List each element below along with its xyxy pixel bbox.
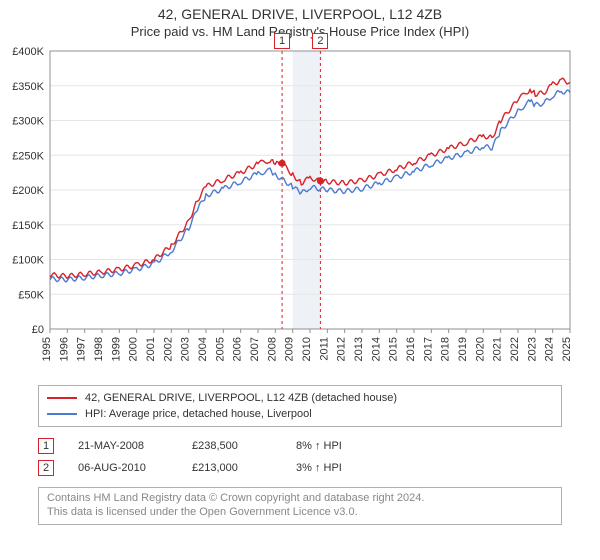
svg-text:2023: 2023	[526, 337, 538, 361]
sale-date: 06-AUG-2010	[78, 462, 168, 474]
svg-text:2014: 2014	[370, 337, 382, 361]
svg-text:£200K: £200K	[12, 185, 44, 197]
svg-text:2002: 2002	[162, 337, 174, 361]
svg-text:2021: 2021	[492, 337, 504, 361]
svg-text:1998: 1998	[93, 337, 105, 361]
svg-text:2001: 2001	[145, 337, 157, 361]
svg-text:1999: 1999	[110, 337, 122, 361]
svg-text:2006: 2006	[232, 337, 244, 361]
footer-line1: Contains HM Land Registry data © Crown c…	[47, 492, 553, 506]
svg-text:2019: 2019	[457, 337, 469, 361]
sale-price: £213,000	[192, 462, 272, 474]
svg-text:2012: 2012	[336, 337, 348, 361]
svg-text:£100K: £100K	[12, 255, 44, 267]
svg-text:£350K: £350K	[12, 81, 44, 93]
svg-text:£150K: £150K	[12, 220, 44, 232]
sale-marker-label: 1	[43, 440, 49, 452]
legend-row: HPI: Average price, detached house, Live…	[47, 406, 553, 422]
sale-price: £238,500	[192, 440, 272, 452]
svg-text:2000: 2000	[128, 337, 140, 361]
svg-text:2015: 2015	[388, 337, 400, 361]
svg-text:£50K: £50K	[18, 289, 44, 301]
svg-text:2009: 2009	[284, 337, 296, 361]
svg-text:2008: 2008	[266, 337, 278, 361]
svg-text:2025: 2025	[561, 337, 573, 361]
sale-row: 1 21-MAY-2008 £238,500 8% ↑ HPI	[38, 435, 562, 457]
svg-text:2020: 2020	[474, 337, 486, 361]
svg-text:1997: 1997	[76, 337, 88, 361]
chart: £0 £50K £100K £150K £200K £250K £300K £350K £400…	[0, 39, 600, 379]
sale-marker-icon: 2	[38, 460, 54, 476]
svg-text:2017: 2017	[422, 337, 434, 361]
svg-text:2005: 2005	[214, 337, 226, 361]
svg-text:2007: 2007	[249, 337, 261, 361]
chart-marker-icon: 2	[312, 33, 328, 49]
footer-line2: This data is licensed under the Open Gov…	[47, 506, 553, 520]
svg-text:2004: 2004	[197, 337, 209, 361]
legend-swatch	[47, 413, 77, 415]
svg-text:2010: 2010	[301, 337, 313, 361]
svg-text:2022: 2022	[509, 337, 521, 361]
svg-text:2003: 2003	[180, 337, 192, 361]
sale-date: 21-MAY-2008	[78, 440, 168, 452]
sale-marker-icon: 1	[38, 438, 54, 454]
sale-row: 2 06-AUG-2010 £213,000 3% ↑ HPI	[38, 457, 562, 479]
svg-text:£400K: £400K	[12, 46, 44, 58]
sale-marker-label: 2	[43, 462, 49, 474]
sale-vs-hpi: 3% ↑ HPI	[296, 462, 342, 474]
page-title-line2: Price paid vs. HM Land Registry's House …	[0, 24, 600, 39]
legend-swatch	[47, 397, 77, 399]
chart-marker-icon: 1	[274, 33, 290, 49]
sales-table: 1 21-MAY-2008 £238,500 8% ↑ HPI 2 06-AUG…	[38, 435, 562, 479]
footer: Contains HM Land Registry data © Crown c…	[38, 487, 562, 525]
legend-label: 42, GENERAL DRIVE, LIVERPOOL, L12 4ZB (d…	[85, 392, 397, 404]
svg-text:£300K: £300K	[12, 116, 44, 128]
chart-svg: £0 £50K £100K £150K £200K £250K £300K £350K £400…	[0, 39, 600, 379]
svg-text:2011: 2011	[318, 337, 330, 361]
svg-text:£250K: £250K	[12, 150, 44, 162]
page-title-line1: 42, GENERAL DRIVE, LIVERPOOL, L12 4ZB	[0, 6, 600, 22]
svg-text:2013: 2013	[353, 337, 365, 361]
sale-vs-hpi: 8% ↑ HPI	[296, 440, 342, 452]
svg-text:1996: 1996	[58, 337, 70, 361]
legend-label: HPI: Average price, detached house, Live…	[85, 408, 312, 420]
legend-row: 42, GENERAL DRIVE, LIVERPOOL, L12 4ZB (d…	[47, 390, 553, 406]
legend: 42, GENERAL DRIVE, LIVERPOOL, L12 4ZB (d…	[38, 385, 562, 427]
svg-text:2016: 2016	[405, 337, 417, 361]
svg-text:£0: £0	[32, 324, 44, 336]
svg-text:2024: 2024	[544, 337, 556, 361]
svg-text:1995: 1995	[41, 337, 53, 361]
svg-text:2018: 2018	[440, 337, 452, 361]
title-block: 42, GENERAL DRIVE, LIVERPOOL, L12 4ZB Pr…	[0, 0, 600, 39]
